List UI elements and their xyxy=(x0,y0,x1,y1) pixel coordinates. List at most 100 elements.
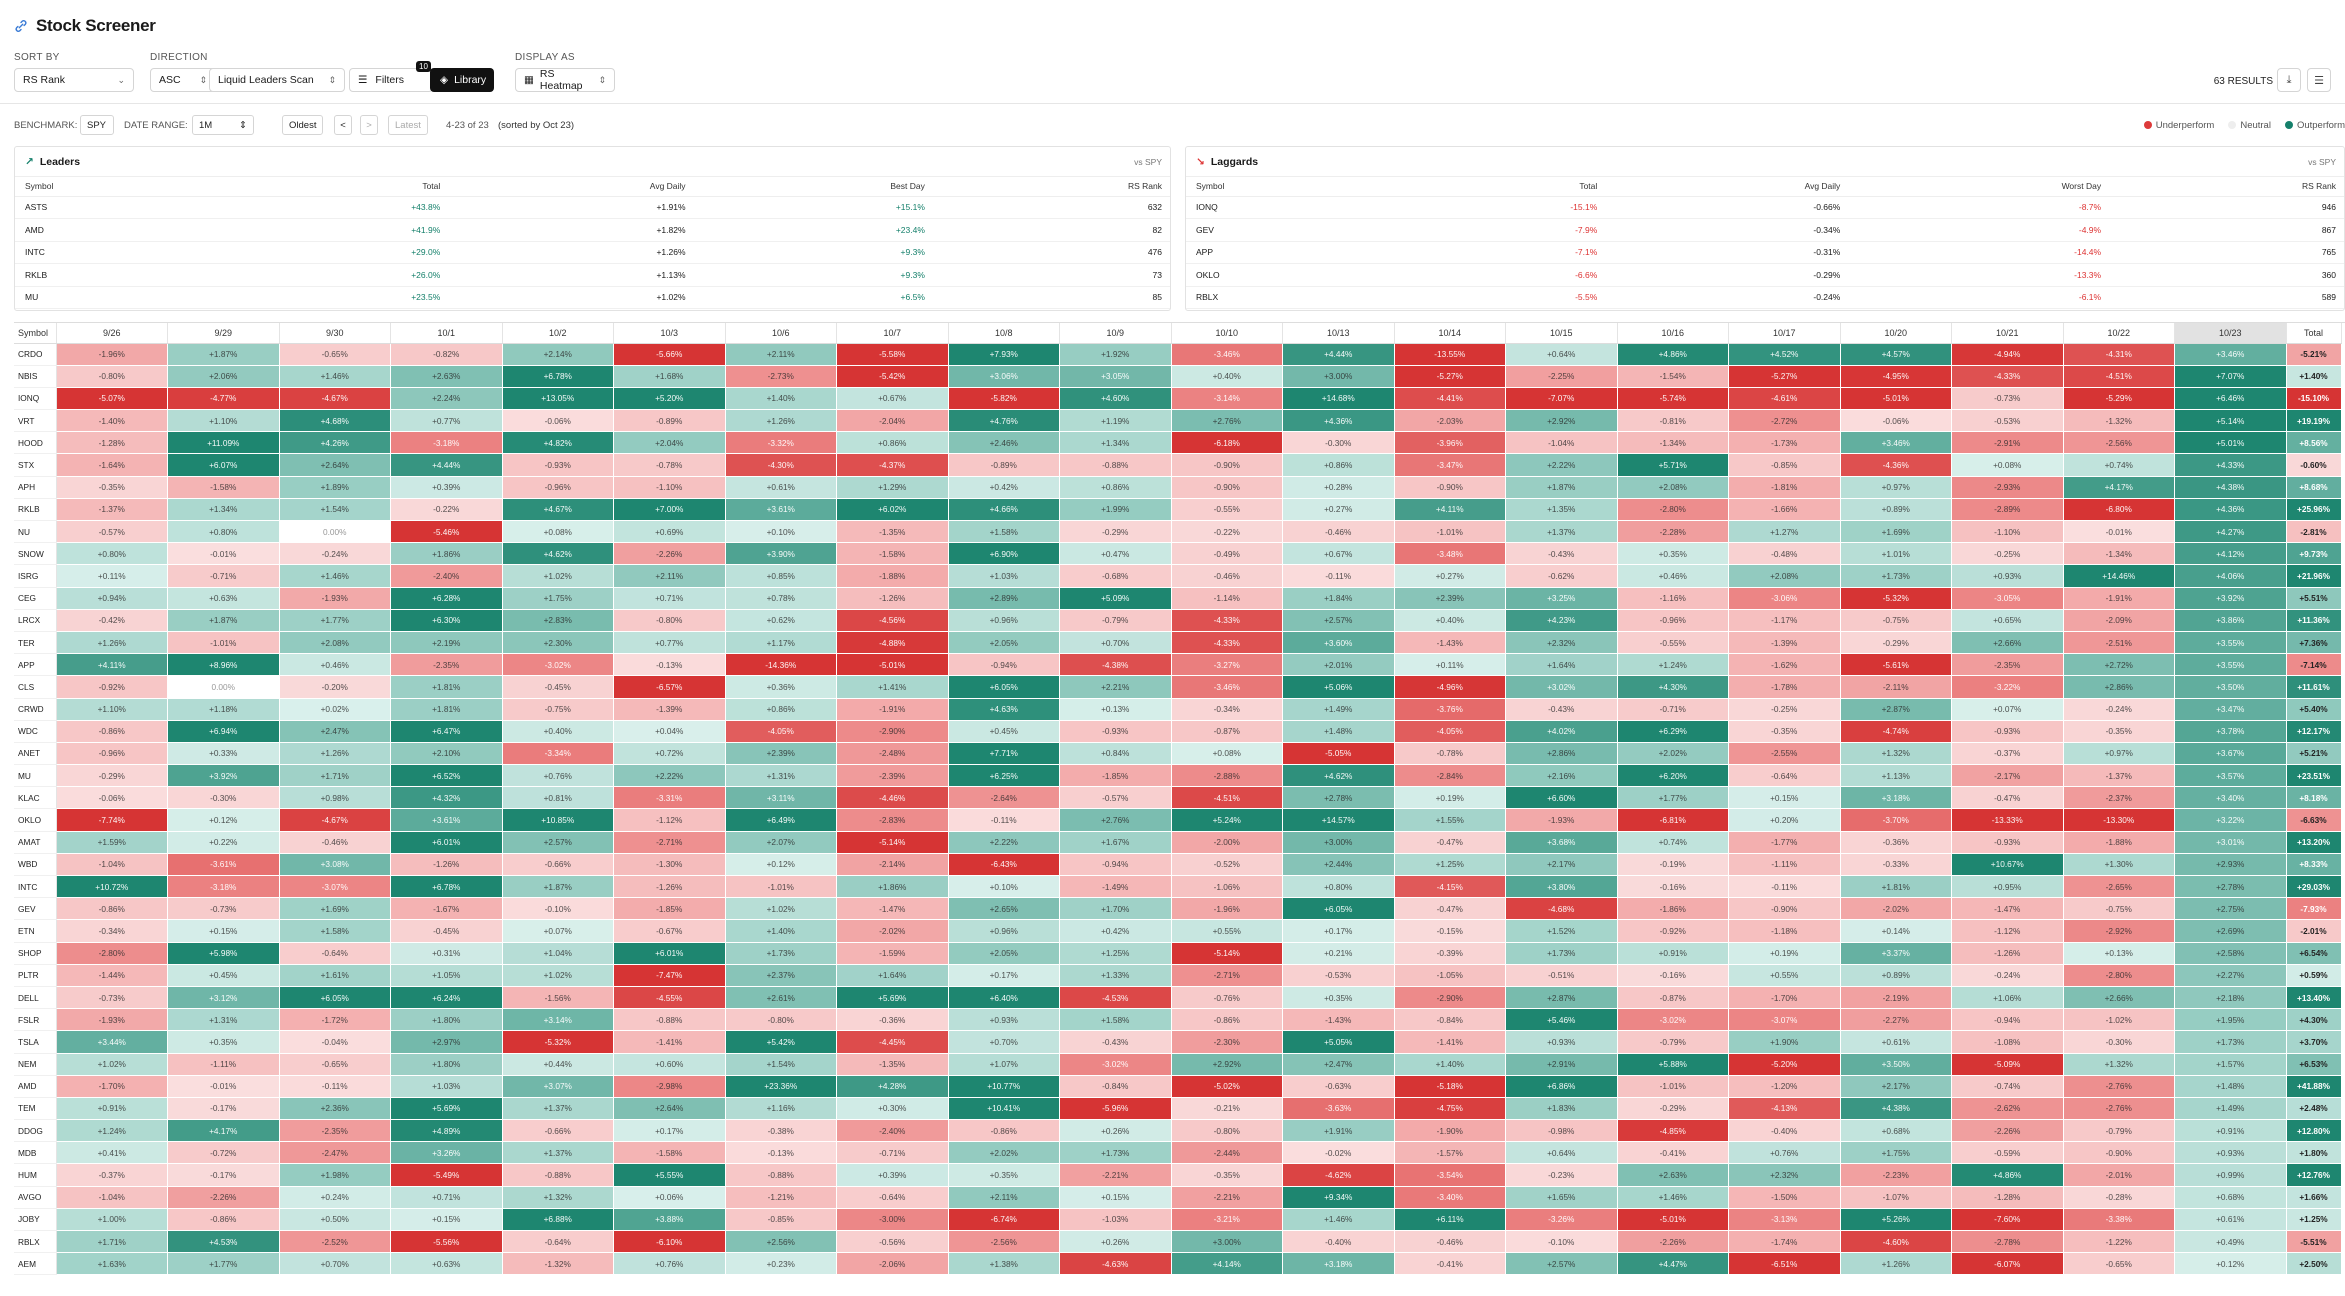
heatmap-cell[interactable]: +5.09% xyxy=(1059,587,1172,610)
heatmap-cell[interactable]: -3.48% xyxy=(1394,542,1506,566)
heatmap-cell[interactable]: -2.76% xyxy=(2063,1097,2175,1121)
heatmap-cell[interactable]: -1.93% xyxy=(56,1008,168,1032)
heatmap-cell[interactable]: -0.11% xyxy=(948,808,1060,832)
heatmap-cell[interactable]: -0.63% xyxy=(1282,1075,1395,1098)
heatmap-cell[interactable]: -6.57% xyxy=(613,675,726,699)
heatmap-row[interactable]: PLTR -1.44% +0.45% +1.61% +1.05% +1.02% -7.47%… xyxy=(14,964,2342,987)
heatmap-cell[interactable]: -1.28% xyxy=(56,431,168,455)
heatmap-cell[interactable]: +3.44% xyxy=(56,1030,168,1054)
heatmap-cell[interactable]: +5.69% xyxy=(390,1097,503,1121)
heatmap-cell[interactable]: +0.14% xyxy=(1840,919,1952,943)
heatmap-cell[interactable]: +0.27% xyxy=(1282,498,1395,522)
heatmap-cell[interactable]: +0.86% xyxy=(725,698,837,721)
heatmap-cell[interactable]: +6.30% xyxy=(390,609,503,632)
heatmap-cell[interactable]: +2.87% xyxy=(1840,698,1952,721)
heatmap-cell[interactable]: +0.11% xyxy=(1394,653,1506,677)
heatmap-cell[interactable]: -0.65% xyxy=(279,1053,391,1076)
heatmap-cell[interactable]: -0.84% xyxy=(1394,1008,1506,1032)
heatmap-col-header[interactable]: 9/29 xyxy=(167,323,280,344)
heatmap-cell[interactable]: -2.76% xyxy=(2063,1075,2175,1098)
heatmap-cell[interactable]: +3.68% xyxy=(1505,831,1618,854)
heatmap-cell[interactable]: -1.26% xyxy=(1951,942,2064,965)
heatmap-cell[interactable]: +0.65% xyxy=(1951,609,2064,632)
heatmap-cell[interactable]: +1.49% xyxy=(1282,698,1395,721)
heatmap-cell[interactable]: -0.78% xyxy=(613,453,726,477)
library-button[interactable]: 10 ◈ Library xyxy=(416,61,494,92)
heatmap-cell[interactable]: +0.04% xyxy=(613,720,726,743)
heatmap-cell[interactable]: +0.36% xyxy=(725,675,837,699)
heatmap-cell[interactable]: -0.80% xyxy=(613,609,726,632)
heatmap-cell[interactable]: +1.00% xyxy=(56,1208,168,1232)
heatmap-cell[interactable]: +2.36% xyxy=(279,1097,391,1121)
heatmap-cell[interactable]: -3.40% xyxy=(1394,1186,1506,1209)
heatmap-col-header[interactable]: 10/10 xyxy=(1171,323,1283,344)
heatmap-col-header[interactable]: 10/9 xyxy=(1059,323,1172,344)
heatmap-cell[interactable]: -0.80% xyxy=(1171,1119,1283,1143)
heatmap-cell[interactable]: -0.55% xyxy=(1171,498,1283,522)
heatmap-row[interactable]: NU -0.57% +0.80% 0.00% -5.46% +0.08% +0.69% +0.… xyxy=(14,520,2342,544)
heatmap-cell[interactable]: +10.85% xyxy=(502,808,614,832)
heatmap-cell[interactable]: -0.29% xyxy=(1840,631,1952,655)
heatmap-cell[interactable]: -2.64% xyxy=(948,786,1060,810)
heatmap-cell[interactable]: -1.03% xyxy=(1059,1208,1172,1232)
heatmap-cell[interactable]: +5.01% xyxy=(2174,431,2287,455)
heatmap-symbol[interactable]: NU xyxy=(14,520,57,544)
col-header[interactable]: Worst Day xyxy=(1848,177,2110,197)
heatmap-cell[interactable]: -1.01% xyxy=(167,631,280,655)
heatmap-cell[interactable]: -0.53% xyxy=(1951,409,2064,433)
heatmap-cell[interactable]: +3.92% xyxy=(167,764,280,788)
heatmap-cell[interactable]: -2.00% xyxy=(1171,831,1283,854)
heatmap-cell[interactable]: -5.18% xyxy=(1394,1075,1506,1098)
heatmap-cell[interactable]: -0.17% xyxy=(167,1163,280,1187)
heatmap-row[interactable]: ANET -0.96% +0.33% +1.26% +2.10% -3.34% +0.72%… xyxy=(14,742,2342,766)
heatmap-cell[interactable]: -0.71% xyxy=(836,1141,949,1165)
heatmap-cell[interactable]: +1.84% xyxy=(1282,587,1395,610)
heatmap-symbol[interactable]: APP xyxy=(14,653,57,677)
heatmap-cell[interactable]: -1.93% xyxy=(279,587,391,610)
heatmap-cell[interactable]: -1.62% xyxy=(1728,653,1841,677)
heatmap-cell[interactable]: +5.24% xyxy=(1171,808,1283,832)
heatmap-cell[interactable]: +2.76% xyxy=(1059,808,1172,832)
heatmap-cell[interactable]: -0.79% xyxy=(1617,1030,1729,1054)
heatmap-cell[interactable]: -1.90% xyxy=(1394,1119,1506,1143)
heatmap-cell[interactable]: +0.85% xyxy=(725,564,837,588)
heatmap-cell[interactable]: +0.84% xyxy=(1059,742,1172,766)
heatmap-cell[interactable]: -5.14% xyxy=(1171,942,1283,965)
heatmap-cell[interactable]: -2.47% xyxy=(279,1141,391,1165)
heatmap-cell[interactable]: +2.21% xyxy=(1059,675,1172,699)
heatmap-cell[interactable]: -4.60% xyxy=(1840,1230,1952,1254)
heatmap-cell[interactable]: +1.31% xyxy=(167,1008,280,1032)
heatmap-cell[interactable]: -0.90% xyxy=(1171,453,1283,477)
heatmap-cell[interactable]: -3.54% xyxy=(1394,1163,1506,1187)
direction-select[interactable]: ASC ⇕ xyxy=(150,68,216,92)
heatmap-row[interactable]: RBLX +1.71% +4.53% -2.52% -5.56% -0.64% -6.10%… xyxy=(14,1230,2342,1254)
heatmap-cell[interactable]: +1.52% xyxy=(1505,919,1618,943)
heatmap-cell[interactable]: -1.88% xyxy=(836,564,949,588)
heatmap-cell[interactable]: -5.29% xyxy=(2063,387,2175,411)
heatmap-cell[interactable]: -5.96% xyxy=(1059,1097,1172,1121)
heatmap-cell[interactable]: +0.35% xyxy=(948,1163,1060,1187)
heatmap-cell[interactable]: -0.16% xyxy=(1617,964,1729,987)
heatmap-cell[interactable]: -0.57% xyxy=(1059,786,1172,810)
heatmap-cell[interactable]: -2.73% xyxy=(725,365,837,388)
heatmap-cell[interactable]: -4.33% xyxy=(1171,631,1283,655)
heatmap-cell[interactable]: +0.72% xyxy=(613,742,726,766)
heatmap-cell[interactable]: 0.00% xyxy=(167,675,280,699)
heatmap-cell[interactable]: -2.14% xyxy=(836,853,949,877)
heatmap-cell[interactable]: -3.00% xyxy=(836,1208,949,1232)
heatmap-cell[interactable]: +0.71% xyxy=(390,1186,503,1209)
heatmap-row[interactable]: MU -0.29% +3.92% +1.71% +6.52% +0.76% +2.22% +1… xyxy=(14,764,2342,788)
heatmap-row[interactable]: TSLA +3.44% +0.35% -0.04% +2.97% -5.32% -1.41%… xyxy=(14,1030,2342,1054)
heatmap-cell[interactable]: -1.22% xyxy=(2063,1230,2175,1254)
heatmap-cell[interactable]: +0.45% xyxy=(167,964,280,987)
heatmap-symbol[interactable]: NBIS xyxy=(14,365,57,388)
heatmap-cell[interactable]: -5.58% xyxy=(836,343,949,366)
heatmap-symbol[interactable]: TEM xyxy=(14,1097,57,1121)
heatmap-symbol[interactable]: HUM xyxy=(14,1163,57,1187)
heatmap-cell[interactable]: -0.43% xyxy=(1505,698,1618,721)
heatmap-cell[interactable]: -0.67% xyxy=(613,919,726,943)
heatmap-cell[interactable]: -4.13% xyxy=(1728,1097,1841,1121)
heatmap-cell[interactable]: +1.26% xyxy=(56,631,168,655)
prev-button[interactable]: < xyxy=(334,115,352,135)
heatmap-col-header[interactable]: Total xyxy=(2286,323,2342,344)
